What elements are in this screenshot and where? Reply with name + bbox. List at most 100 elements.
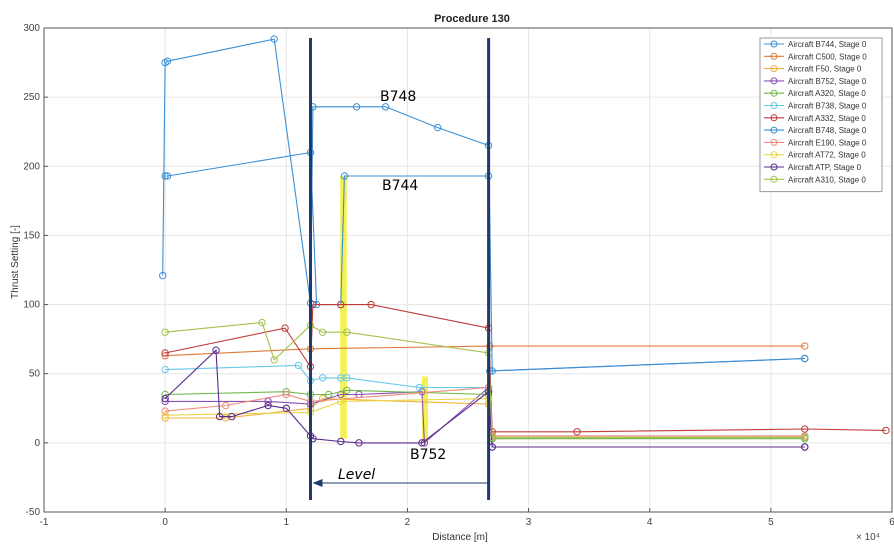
data-point — [343, 374, 351, 382]
legend-marker — [770, 163, 778, 171]
y-tick-label: 50 — [29, 369, 41, 380]
axes: -1 0 1 2 3 4 5 6 -50 0 50 100 150 200 250 300 — [23, 23, 894, 528]
y-tick-label: 200 — [23, 161, 40, 172]
legend-marker — [770, 138, 778, 146]
data-point — [573, 428, 581, 436]
data-point — [318, 374, 327, 382]
data-point — [161, 390, 169, 399]
x-tick-label: 5 — [768, 517, 774, 528]
x-tick-label: 3 — [526, 517, 532, 528]
legend-entry: Aircraft A320, Stage 0 — [788, 89, 866, 98]
annotation-b744: B744 — [382, 178, 418, 194]
data-point — [222, 401, 230, 410]
data-point — [212, 346, 220, 354]
legend: Aircraft B744, Stage 0 Aircraft C500, Sta… — [759, 37, 883, 193]
data-point — [294, 361, 303, 370]
y-tick-label: 150 — [23, 230, 40, 241]
data-point — [282, 404, 290, 412]
annotation-b752: B752 — [410, 447, 446, 463]
data-point — [343, 386, 351, 395]
x-tick-label: 4 — [647, 517, 653, 528]
legend-marker — [770, 114, 778, 122]
legend-marker — [770, 102, 778, 109]
grid — [43, 27, 893, 513]
data-point — [161, 407, 169, 415]
series-line — [165, 398, 489, 416]
data-point — [801, 433, 809, 442]
legend-entry: Aircraft C500, Stage 0 — [788, 52, 867, 61]
y-tick-label: 100 — [23, 300, 40, 311]
annotations: B748 B744 B752 Level — [309, 38, 491, 500]
x-tick-label: 2 — [405, 517, 411, 528]
y-tick-label: 0 — [34, 438, 40, 449]
legend-marker — [770, 65, 778, 73]
legend-entry: Aircraft B744, Stage 0 — [788, 40, 867, 49]
y-tick-label: 300 — [23, 23, 40, 34]
x-tick-label: -1 — [40, 517, 49, 528]
highlight-b744 — [340, 175, 347, 439]
highlight-bars — [340, 175, 429, 443]
legend-entry: Aircraft B738, Stage 0 — [788, 102, 867, 111]
plot-frame — [43, 27, 893, 513]
data-point — [324, 390, 333, 399]
data-point — [415, 383, 424, 392]
data-point — [801, 425, 809, 433]
data-point — [801, 443, 809, 451]
data-point — [801, 354, 809, 363]
data-point — [418, 387, 426, 396]
data-point — [418, 439, 426, 447]
data-point — [270, 356, 278, 364]
data-point — [161, 411, 169, 419]
data-point — [258, 318, 266, 327]
legend-marker — [770, 175, 778, 183]
x-tick-label: 1 — [284, 517, 290, 528]
data-point — [352, 103, 361, 111]
data-point — [318, 328, 327, 336]
data-point — [882, 426, 890, 435]
data-point — [318, 394, 327, 403]
data-point — [161, 349, 169, 357]
annotation-b748: B748 — [380, 89, 416, 105]
legend-marker — [770, 52, 778, 60]
data-point — [281, 324, 289, 332]
data-point — [367, 300, 375, 309]
legend-marker — [770, 89, 778, 97]
chart-title: Procedure 130 — [434, 13, 510, 25]
data-point — [159, 271, 167, 280]
data-point — [264, 401, 272, 410]
data-point — [355, 439, 363, 447]
data-point — [340, 172, 349, 180]
legend-entry: Aircraft AT72, Stage 0 — [788, 151, 866, 160]
data-point — [337, 437, 345, 446]
legend-entry: Aircraft B752, Stage 0 — [788, 77, 867, 86]
data-point — [161, 328, 169, 336]
y-axis-label: Thrust Setting [-] — [10, 225, 21, 299]
data-point — [161, 365, 169, 374]
data-point — [161, 172, 169, 180]
data-point — [343, 328, 351, 336]
legend-entry: Aircraft ATP, Stage 0 — [788, 163, 862, 172]
data-point — [270, 35, 278, 43]
series-line — [165, 321, 805, 438]
series-line — [164, 304, 886, 433]
data-point — [161, 394, 169, 403]
series-line — [165, 151, 805, 372]
data-point — [228, 412, 236, 421]
highlight-b752 — [421, 376, 429, 443]
data-point — [163, 57, 172, 65]
data-point — [215, 412, 224, 421]
x-tick-label: 6 — [889, 517, 894, 528]
x-exponent-label: × 10⁴ — [856, 532, 880, 543]
x-axis-label: Distance [m] — [432, 532, 488, 543]
data-point — [434, 123, 442, 132]
legend-entry: Aircraft B748, Stage 0 — [788, 126, 867, 135]
legend-marker — [770, 151, 778, 159]
data-point — [801, 342, 809, 350]
x-tick-label: 0 — [162, 517, 168, 528]
data-point — [337, 300, 345, 309]
level-arrow-head — [312, 479, 323, 487]
y-tick-label: 250 — [23, 92, 40, 103]
legend-box — [759, 37, 883, 193]
legend-marker — [770, 40, 778, 48]
